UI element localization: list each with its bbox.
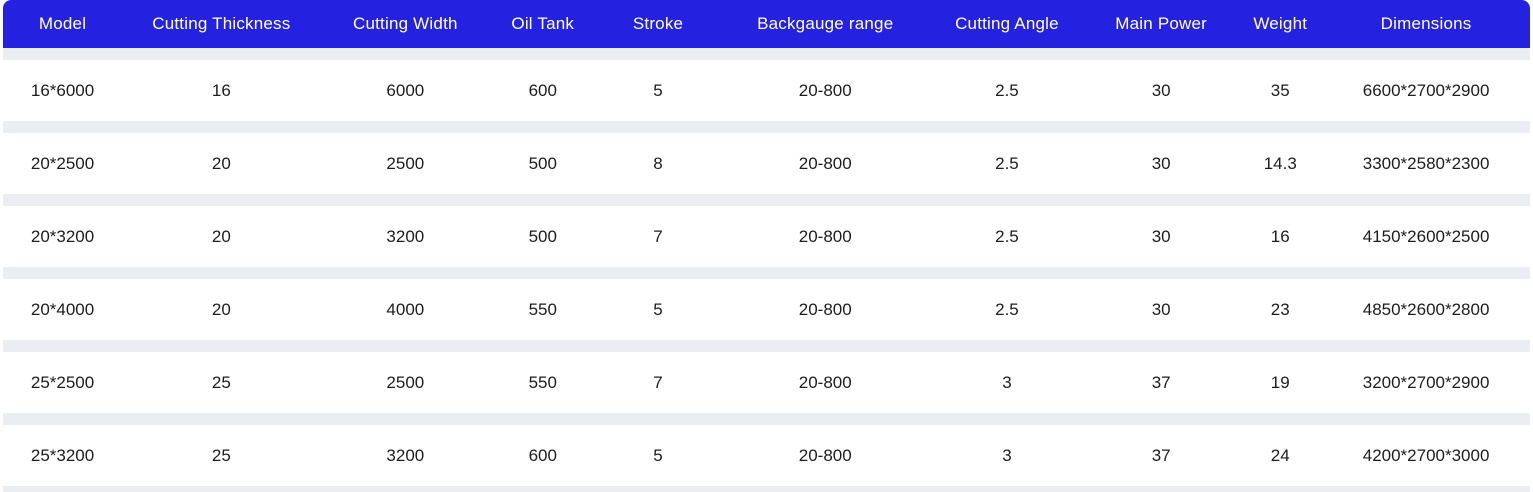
table-cell: 7 (653, 226, 663, 246)
table-cell: 35 (1270, 80, 1290, 100)
table-cell: 16 (1270, 226, 1290, 246)
table-cell: 20-800 (798, 299, 852, 319)
table-cell: 25*3200 (30, 445, 95, 465)
table-cell: 16*6000 (30, 80, 95, 100)
table-cell: 500 (528, 226, 557, 246)
table-cell: 20 (211, 299, 231, 319)
table-row: 20*3200 20 3200 500 7 20-800 2.5 30 16 4150*2600*… (3, 206, 1530, 267)
table-cell: 3 (1002, 372, 1012, 392)
table-cell: 19 (1270, 372, 1290, 392)
table-cell: 25 (211, 372, 231, 392)
column-header-backgauge-range: Backgauge range (757, 14, 894, 33)
table-cell: 3200 (386, 445, 425, 465)
table-cell: 2.5 (995, 226, 1019, 246)
table-row: 16*6000 16 6000 600 5 20-800 2.5 30 35 6600*2700*… (3, 60, 1530, 121)
table-cell: 600 (528, 80, 557, 100)
table-cell: 37 (1151, 445, 1171, 465)
table-cell: 2.5 (995, 80, 1019, 100)
table-cell: 14.3 (1263, 153, 1297, 173)
table-cell: 5 (653, 445, 663, 465)
table-cell: 20 (211, 153, 231, 173)
table-cell: 600 (528, 445, 557, 465)
table-row: 25*2500 25 2500 550 7 20-800 3 37 19 3200*2700*29… (3, 352, 1530, 413)
table-cell: 2500 (386, 153, 425, 173)
table-cell: 30 (1151, 226, 1171, 246)
column-header-cutting-thickness: Cutting Thickness (152, 14, 291, 33)
table-cell: 2500 (386, 372, 425, 392)
column-header-dimensions: Dimensions (1380, 14, 1472, 33)
table-cell: 550 (528, 299, 557, 319)
table-body: 16*6000 16 6000 600 5 20-800 2.5 30 35 6600*2700*… (3, 60, 1530, 486)
table-cell: 25*2500 (30, 372, 95, 392)
table-cell: 24 (1270, 445, 1290, 465)
column-header-cutting-angle: Cutting Angle (955, 14, 1059, 33)
column-header-main-power: Main Power (1115, 14, 1208, 33)
table-cell: 20-800 (798, 226, 852, 246)
table-cell: 3 (1002, 445, 1012, 465)
table-cell: 30 (1151, 80, 1171, 100)
table-row: 25*3200 25 3200 600 5 20-800 3 37 24 4200*2700*30… (3, 425, 1530, 486)
table-cell: 6000 (386, 80, 425, 100)
table-cell: 20-800 (798, 372, 852, 392)
table-cell: 20-800 (798, 153, 852, 173)
table-cell: 30 (1151, 299, 1171, 319)
table-cell: 20-800 (798, 445, 852, 465)
column-header-model: Model (38, 14, 87, 33)
table-cell: 2.5 (995, 299, 1019, 319)
table-cell: 7 (653, 372, 663, 392)
table-cell: 20*3200 (30, 226, 95, 246)
table-cell: 4150*2600*2500 (1362, 226, 1490, 246)
table-cell: 4850*2600*2800 (1362, 299, 1490, 319)
table-cell: 23 (1270, 299, 1290, 319)
table-cell: 4000 (386, 299, 425, 319)
table-cell: 3200 (386, 226, 425, 246)
table-cell: 4200*2700*3000 (1362, 445, 1490, 465)
table-cell: 20-800 (798, 80, 852, 100)
column-header-oil-tank: Oil Tank (511, 14, 575, 33)
table-cell: 30 (1151, 153, 1171, 173)
table-header: Model Cutting Thickness Cutting Width Oil T… (3, 0, 1530, 48)
table-cell: 3200*2700*2900 (1362, 372, 1490, 392)
column-header-cutting-width: Cutting Width (353, 14, 458, 33)
table-cell: 37 (1151, 372, 1171, 392)
table-cell: 550 (528, 372, 557, 392)
table-cell: 500 (528, 153, 557, 173)
table-cell: 25 (211, 445, 231, 465)
table-cell: 3300*2580*2300 (1362, 153, 1490, 173)
table-cell: 5 (653, 80, 663, 100)
table-cell: 8 (653, 153, 663, 173)
table-cell: 6600*2700*2900 (1362, 80, 1490, 100)
table-cell: 5 (653, 299, 663, 319)
column-header-stroke: Stroke (632, 14, 684, 33)
column-header-weight: Weight (1253, 14, 1308, 33)
table-cell: 20*2500 (30, 153, 95, 173)
table-row: 20*4000 20 4000 550 5 20-800 2.5 30 23 4850*2600*… (3, 279, 1530, 340)
table-row: 20*2500 20 2500 500 8 20-800 2.5 30 14.3 3300*258… (3, 133, 1530, 194)
table-cell: 20*4000 (30, 299, 95, 319)
table-cell: 2.5 (995, 153, 1019, 173)
table-cell: 20 (211, 226, 231, 246)
table-cell: 16 (211, 80, 231, 100)
specs-table: Model Cutting Thickness Cutting Width Oil T… (3, 0, 1530, 492)
